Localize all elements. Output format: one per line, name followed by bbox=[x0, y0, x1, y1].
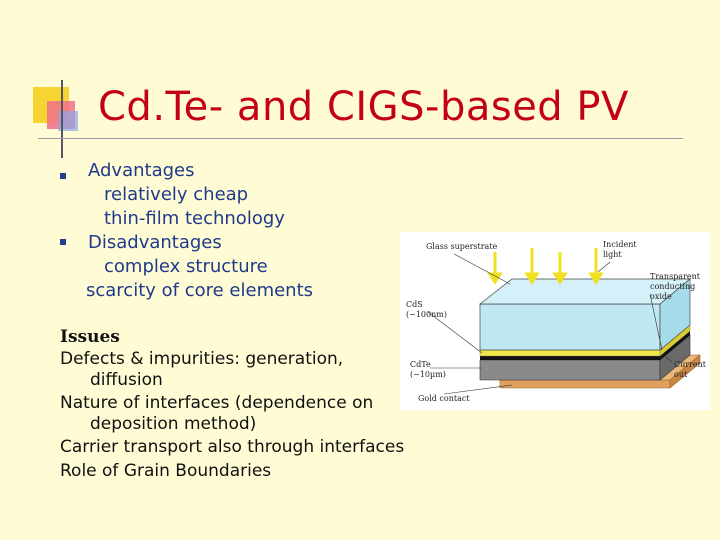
issue-line: Defects & impurities: generation, bbox=[60, 349, 344, 369]
advantage-item: relatively cheap bbox=[104, 184, 249, 205]
logo-vertical-rule bbox=[61, 80, 63, 158]
label-incident-light: Incident light bbox=[603, 240, 637, 259]
issue-line: Role of Grain Boundaries bbox=[60, 461, 272, 481]
slide-title: Cd.Te- and CIGS-based PV bbox=[98, 84, 629, 130]
bullet-disadvantages: Disadvantages bbox=[88, 232, 222, 253]
issue-line: diffusion bbox=[90, 370, 163, 390]
issue-line: Nature of interfaces (dependence on bbox=[60, 393, 374, 413]
logo-blue-square bbox=[58, 111, 78, 131]
bullet-square-icon bbox=[60, 173, 66, 179]
title-underline bbox=[38, 138, 683, 139]
issue-line: Carrier transport also through interface… bbox=[60, 437, 405, 457]
label-current-out: Current out bbox=[674, 360, 707, 379]
disadvantage-item: complex structure bbox=[104, 256, 268, 277]
bullet-advantages: Advantages bbox=[88, 160, 195, 181]
cell-structure-illustration bbox=[427, 248, 701, 395]
label-tco: Transparent conducting oxide bbox=[650, 272, 701, 301]
disadvantage-item: scarcity of core elements bbox=[86, 280, 314, 301]
bullet-square-icon bbox=[60, 239, 66, 245]
label-cds: CdS (~100nm) bbox=[406, 300, 447, 319]
label-glass: Glass superstrate bbox=[426, 242, 498, 251]
label-gold-contact: Gold contact bbox=[418, 394, 470, 403]
cdte-cell-diagram: Glass superstrate Incident light Transpa… bbox=[400, 232, 710, 410]
label-cdte: CdTe (~10µm) bbox=[410, 360, 446, 379]
issues-heading: Issues bbox=[60, 327, 120, 347]
issue-line: deposition method) bbox=[90, 414, 257, 434]
advantage-item: thin-film technology bbox=[104, 208, 285, 229]
